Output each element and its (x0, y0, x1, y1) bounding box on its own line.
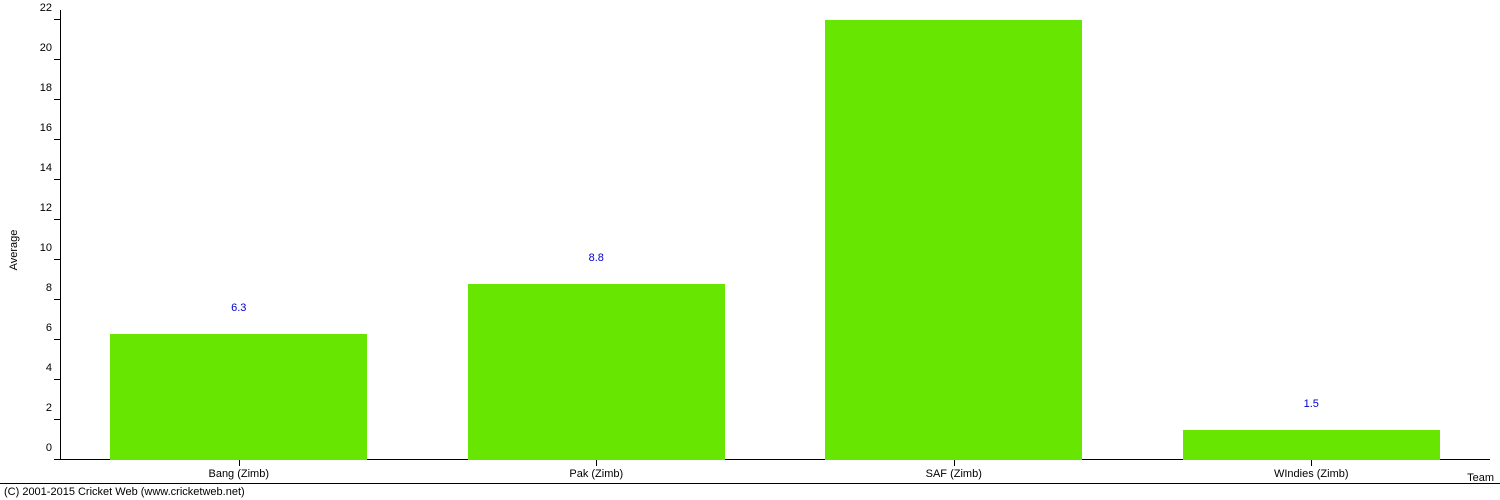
y-tick-label: 6 (46, 322, 60, 334)
y-tick (54, 339, 60, 340)
y-tick (54, 219, 60, 220)
bar-value-label: 6.3 (231, 302, 246, 318)
copyright-text: (C) 2001-2015 Cricket Web (www.cricketwe… (4, 486, 245, 498)
bar-value-label: 8.8 (589, 252, 604, 268)
y-tick (54, 19, 60, 20)
x-tick-label: WIndies (Zimb) (1274, 460, 1349, 480)
x-tick-label: Bang (Zimb) (208, 460, 269, 480)
y-tick (54, 179, 60, 180)
y-tick (54, 419, 60, 420)
bar (110, 334, 367, 460)
y-tick-label: 14 (40, 162, 60, 174)
plot-area: 02468101214161820226.3Bang (Zimb)8.8Pak … (60, 10, 1490, 460)
y-tick-label: 22 (40, 2, 60, 14)
x-tick-label: SAF (Zimb) (926, 460, 982, 480)
y-axis-line (60, 10, 61, 460)
bar (825, 20, 1082, 460)
y-tick-label: 12 (40, 202, 60, 214)
x-tick-label: Pak (Zimb) (569, 460, 623, 480)
y-tick-label: 4 (46, 362, 60, 374)
y-tick-label: 20 (40, 42, 60, 54)
y-tick-label: 10 (40, 242, 60, 254)
bar (468, 284, 725, 460)
y-tick (54, 299, 60, 300)
y-tick (54, 259, 60, 260)
chart-container: Average 02468101214161820226.3Bang (Zimb… (0, 0, 1500, 500)
y-tick-label: 8 (46, 282, 60, 294)
y-tick-label: 18 (40, 82, 60, 94)
y-tick (54, 99, 60, 100)
y-tick (54, 379, 60, 380)
footer-rule (0, 483, 1500, 484)
bar-value-label: 22.0 (943, 0, 964, 4)
y-tick-label: 16 (40, 122, 60, 134)
y-tick (54, 459, 60, 460)
bar (1183, 430, 1440, 460)
y-axis-title: Average (8, 230, 20, 271)
y-tick (54, 59, 60, 60)
bar-value-label: 1.5 (1304, 398, 1319, 414)
y-tick (54, 139, 60, 140)
y-tick-label: 2 (46, 402, 60, 414)
y-tick-label: 0 (46, 442, 60, 454)
